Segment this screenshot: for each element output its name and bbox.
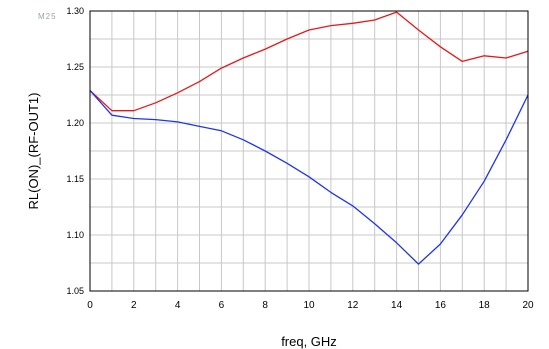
x-axis-label: freq, GHz <box>281 334 337 349</box>
y-tick-label: 1.20 <box>66 118 84 128</box>
y-tick-label: 1.15 <box>66 174 84 184</box>
x-tick-label: 16 <box>435 300 447 311</box>
y-tick-label: 1.30 <box>66 6 84 16</box>
x-tick-label: 2 <box>131 300 137 311</box>
x-tick-label: 12 <box>347 300 359 311</box>
x-tick-label: 4 <box>175 300 181 311</box>
y-tick-label: 1.05 <box>66 286 84 296</box>
y-axis-label: RL(ON)_(RF-OUT1) <box>26 93 41 210</box>
series-group <box>89 11 529 265</box>
x-tick-label: 18 <box>479 300 491 311</box>
plot-frame <box>89 10 529 292</box>
x-tick-label: 20 <box>522 300 534 311</box>
tick-labels: 0 2 4 6 8 10 12 14 16 18 20 1.05 1.10 1.15 1.20 1.25 1.3… <box>66 6 534 311</box>
series-line-1 <box>89 11 529 112</box>
x-tick-label: 6 <box>219 300 225 311</box>
marker-label: M25 <box>38 12 57 21</box>
y-tick-label: 1.25 <box>66 62 84 72</box>
x-tick-label: 14 <box>391 300 403 311</box>
x-tick-label: 10 <box>303 300 315 311</box>
x-tick-label: 0 <box>87 300 93 311</box>
y-tick-label: 1.10 <box>66 230 84 240</box>
grid-lines <box>89 10 529 292</box>
x-tick-label: 8 <box>262 300 268 311</box>
series-line-2 <box>89 90 529 265</box>
